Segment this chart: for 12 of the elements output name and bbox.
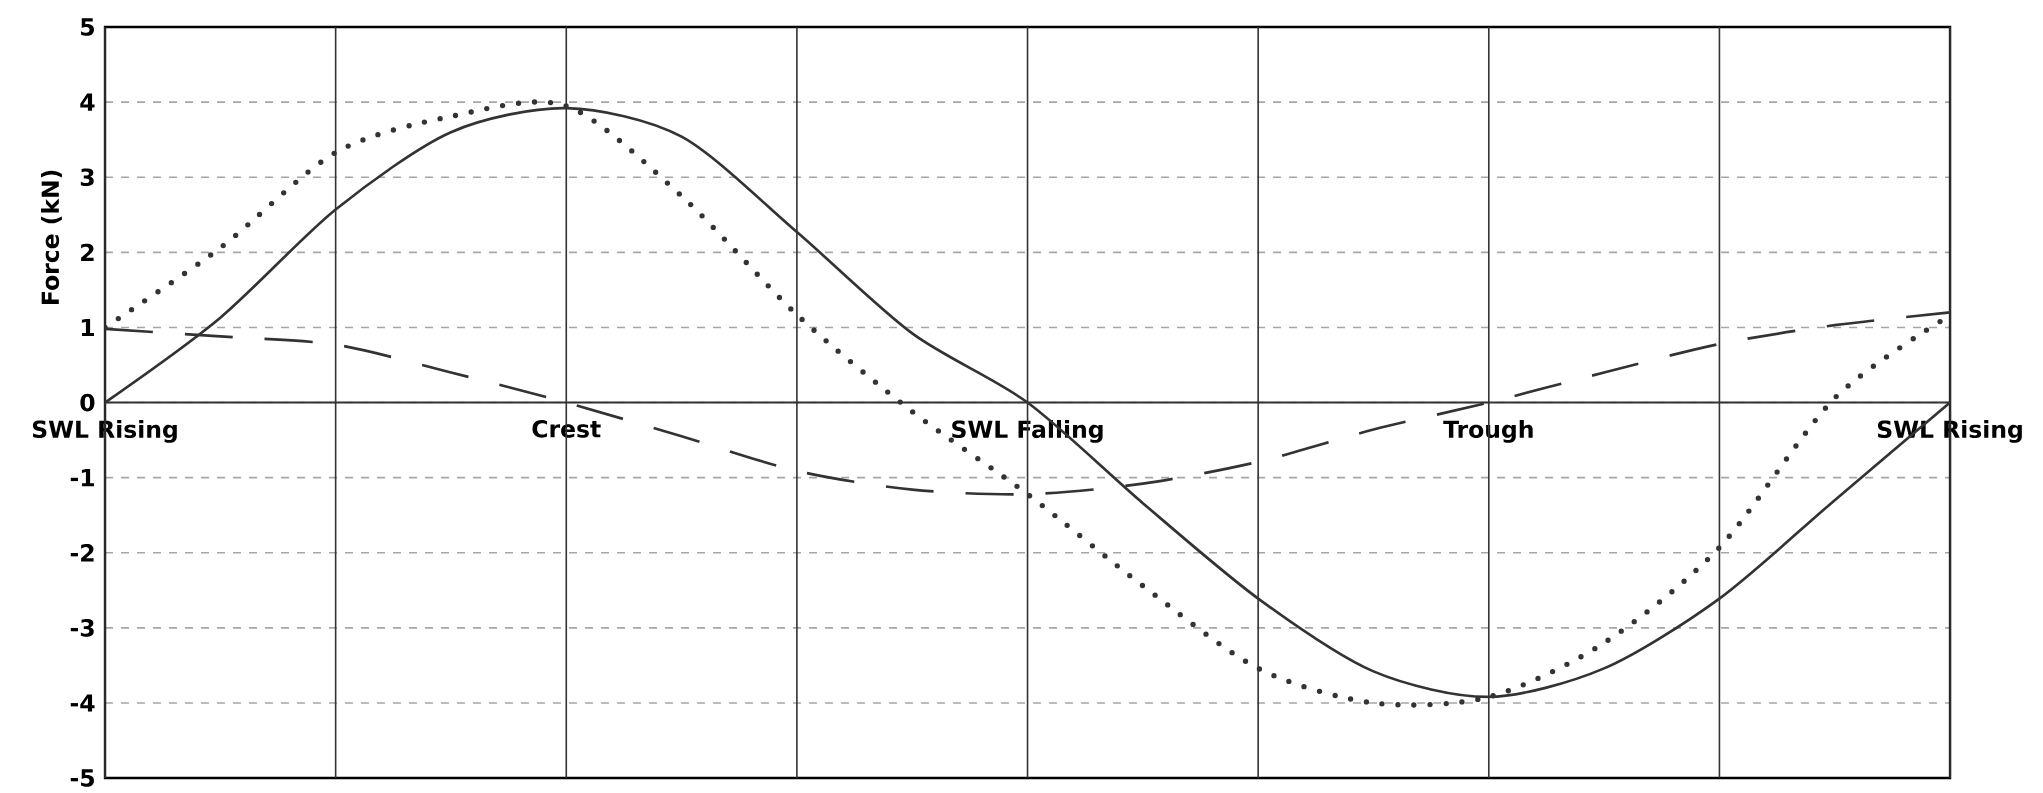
y-tick-label: -2 (70, 544, 94, 562)
y-tick-label: -4 (70, 694, 95, 712)
y-tick-label: 5 (81, 18, 94, 36)
y-tick-label: 2 (81, 243, 94, 262)
y-tick-label: -5 (70, 769, 94, 787)
y-tick-label: 3 (80, 168, 94, 187)
y-tick-label: 4 (80, 93, 95, 111)
y-tick-label: 0 (80, 393, 95, 412)
y-tick-label: -3 (70, 618, 94, 637)
y-axis-title: Force (kN) (40, 170, 62, 304)
y-tick-label: 1 (81, 318, 94, 336)
y-tick-label: -1 (70, 469, 94, 487)
